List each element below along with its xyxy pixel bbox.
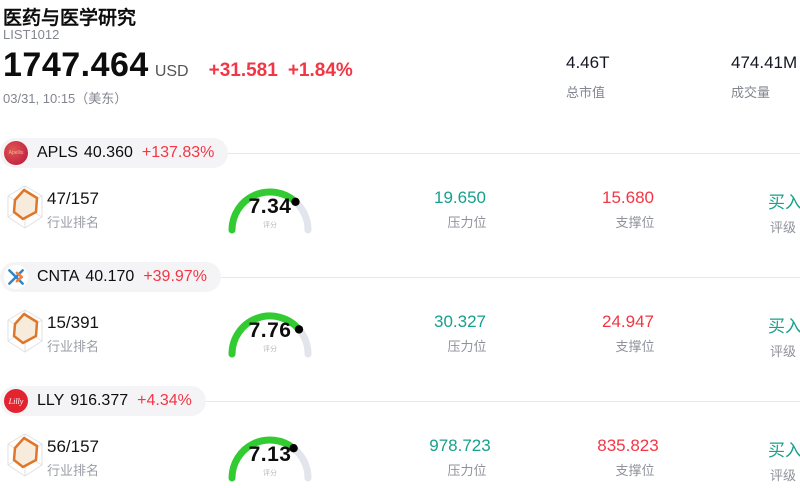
list-id: LIST1012 xyxy=(3,27,60,42)
gauge-dot xyxy=(291,197,300,206)
market-cap-value: 4.46T xyxy=(566,53,610,72)
rating-col: 买入 评级 xyxy=(768,436,800,484)
divider xyxy=(228,152,800,154)
score-gauge: 7.34 评分 xyxy=(222,182,318,236)
stock-symbol: APLS xyxy=(37,144,78,161)
rating-label: 评级 xyxy=(770,344,797,359)
price-row: 1747.464 USD +31.581 +1.84% xyxy=(3,46,353,85)
change-absolute: +31.581 xyxy=(208,60,278,81)
resistance-col: 978.723 压力位 xyxy=(395,436,525,479)
score-value: 7.34 xyxy=(248,195,292,218)
apls-logo-icon: Apellis xyxy=(4,141,28,165)
rank-label: 行业排名 xyxy=(47,463,100,478)
score-label: 评分 xyxy=(263,470,277,477)
rank-label: 行业排名 xyxy=(47,339,100,354)
rating-col: 买入 评级 xyxy=(768,188,800,236)
resistance-label: 压力位 xyxy=(447,463,487,478)
stock-row-lly: Lilly LLY 916.377 +4.34% 56/157 行业排名 xyxy=(0,386,800,484)
resistance-col: 30.327 压力位 xyxy=(395,312,525,355)
change-percent: +1.84% xyxy=(287,60,353,81)
support-col: 24.947 支撑位 xyxy=(563,312,693,355)
divider xyxy=(205,400,800,402)
rating-label: 评级 xyxy=(770,220,797,235)
stock-pill-row: Apellis APLS 40.360 +137.83% xyxy=(0,138,800,168)
stock-row-apls: Apellis APLS 40.360 +137.83% 47/157 行业排名 xyxy=(0,138,800,236)
currency-label: USD xyxy=(154,63,189,80)
divider xyxy=(220,276,800,278)
stock-pill-lly[interactable]: Lilly LLY 916.377 +4.34% xyxy=(0,386,206,416)
support-value: 835.823 xyxy=(597,436,659,455)
industry-rank: 15/391 行业排名 xyxy=(47,313,99,355)
page-title: 医药与医学研究 xyxy=(3,8,137,29)
rank-value: 47/157 xyxy=(47,189,99,208)
support-label: 支撑位 xyxy=(615,463,655,478)
score-gauge: 7.76 评分 xyxy=(222,306,318,360)
rating-value: 买入 xyxy=(768,441,800,460)
stock-change: +137.83% xyxy=(141,144,215,161)
rating-value: 买入 xyxy=(768,317,800,336)
stock-change: +39.97% xyxy=(143,268,207,285)
cnta-logo-icon xyxy=(4,265,28,289)
stock-symbol: LLY xyxy=(37,392,65,409)
resistance-value: 30.327 xyxy=(434,312,486,331)
radar-chart-icon xyxy=(3,431,47,484)
resistance-label: 压力位 xyxy=(447,215,487,230)
price-change: +31.581 +1.84% xyxy=(209,60,353,82)
stock-pill-cnta[interactable]: CNTA 40.170 +39.97% xyxy=(0,262,221,292)
gauge-arc-fill xyxy=(228,188,299,234)
rank-value: 56/157 xyxy=(47,437,99,456)
rating-label: 评级 xyxy=(770,468,797,483)
stock-price: 40.170 xyxy=(85,268,135,285)
score-label: 评分 xyxy=(263,222,277,229)
stock-pill-row: Lilly LLY 916.377 +4.34% xyxy=(0,386,800,416)
gauge-arc-fill xyxy=(228,436,298,482)
resistance-col: 19.650 压力位 xyxy=(395,188,525,231)
stock-price: 40.360 xyxy=(83,144,133,161)
support-label: 支撑位 xyxy=(615,339,655,354)
volume-label: 成交量 xyxy=(731,85,771,100)
radar-chart-icon xyxy=(3,307,47,360)
support-value: 15.680 xyxy=(602,188,654,207)
gauge-dot xyxy=(294,325,304,334)
rating-value: 买入 xyxy=(768,193,800,212)
resistance-value: 978.723 xyxy=(429,436,491,455)
stock-price: 916.377 xyxy=(70,392,129,409)
industry-rank: 47/157 行业排名 xyxy=(47,189,99,231)
index-price: 1747.464 xyxy=(3,46,149,84)
support-col: 835.823 支撑位 xyxy=(563,436,693,479)
industry-rank: 56/157 行业排名 xyxy=(47,437,99,479)
volume-stat: 474.41M 成交量 xyxy=(731,53,797,101)
market-cap-label: 总市值 xyxy=(566,85,606,100)
lly-logo-icon: Lilly xyxy=(4,389,28,413)
resistance-label: 压力位 xyxy=(447,339,487,354)
stock-row-cnta: CNTA 40.170 +39.97% 15/391 行业排名 xyxy=(0,262,800,360)
resistance-value: 19.650 xyxy=(434,188,486,207)
gauge-arc-fill xyxy=(228,312,303,358)
header: 医药与医学研究 LIST1012 1747.464 USD +31.581 +1… xyxy=(0,0,800,108)
rank-value: 15/391 xyxy=(47,313,99,332)
support-col: 15.680 支撑位 xyxy=(563,188,693,231)
score-value: 7.13 xyxy=(248,443,292,466)
stock-pill-row: CNTA 40.170 +39.97% xyxy=(0,262,800,292)
score-gauge: 7.13 评分 xyxy=(222,430,318,484)
radar-chart-icon xyxy=(3,183,47,236)
volume-value: 474.41M xyxy=(731,53,798,72)
stock-change: +4.34% xyxy=(137,392,192,409)
score-label: 评分 xyxy=(263,346,277,353)
support-value: 24.947 xyxy=(602,312,654,331)
rank-label: 行业排名 xyxy=(47,215,100,230)
market-cap-stat: 4.46T 总市值 xyxy=(566,53,609,101)
stock-symbol: CNTA xyxy=(37,268,80,285)
support-label: 支撑位 xyxy=(615,215,655,230)
score-value: 7.76 xyxy=(248,319,292,342)
stock-pill-apls[interactable]: Apellis APLS 40.360 +137.83% xyxy=(0,138,229,168)
rating-col: 买入 评级 xyxy=(768,312,800,360)
timestamp: 03/31, 10:15（美东） xyxy=(3,91,128,106)
gauge-dot xyxy=(289,444,298,453)
